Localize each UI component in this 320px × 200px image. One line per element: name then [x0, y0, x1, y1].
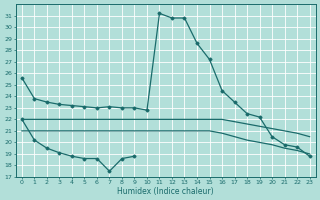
X-axis label: Humidex (Indice chaleur): Humidex (Indice chaleur)	[117, 187, 214, 196]
